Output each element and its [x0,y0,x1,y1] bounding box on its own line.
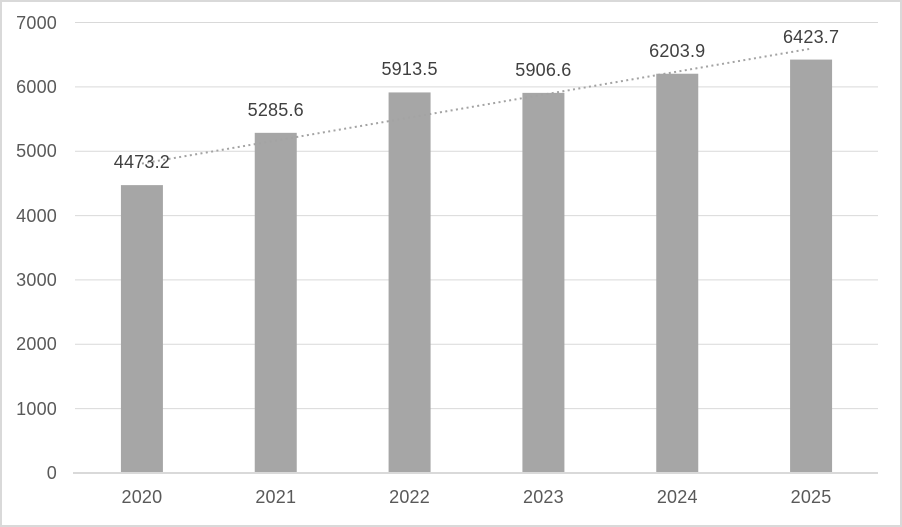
bar-2025 [790,59,833,473]
bar-2021 [254,132,297,473]
trendline [141,47,812,165]
bar-2022 [388,92,431,473]
bar-2023 [522,92,565,473]
bar-2020 [120,185,163,474]
bar-2024 [656,73,699,474]
